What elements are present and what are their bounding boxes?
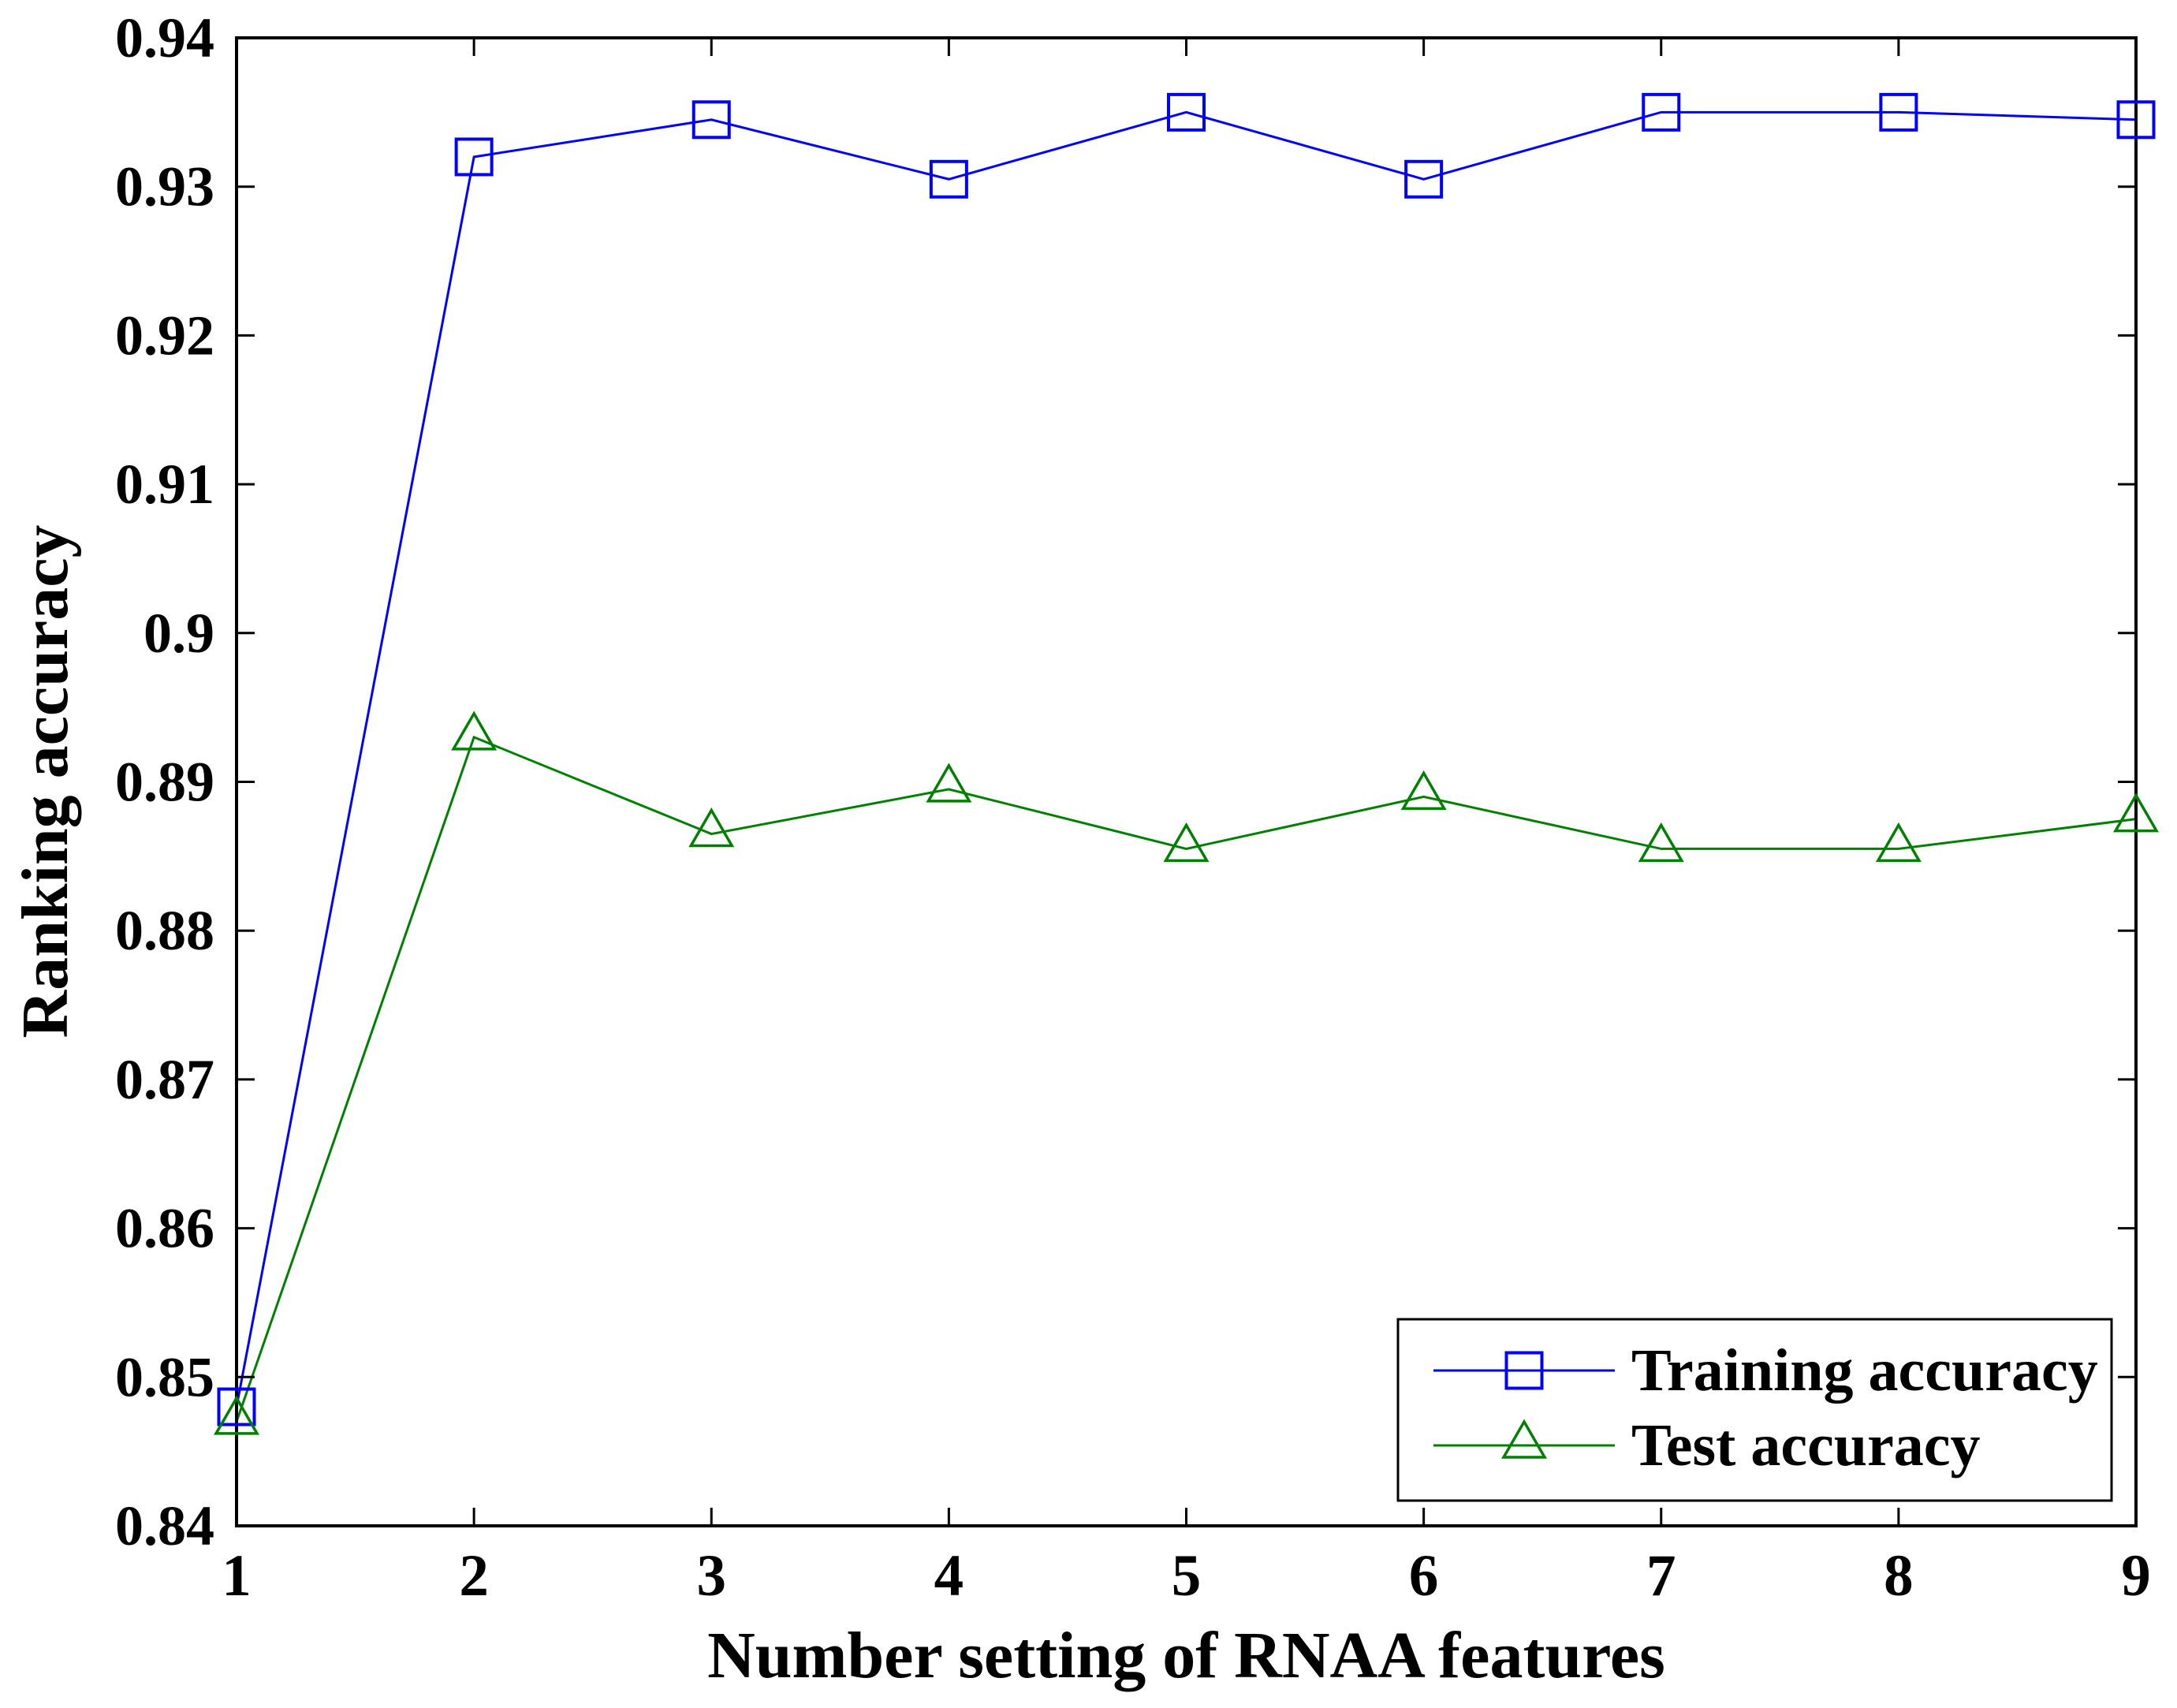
x-tick-label: 2: [459, 1543, 489, 1609]
x-tick-label: 5: [1172, 1543, 1202, 1609]
legend-marker-triangle: [1500, 1419, 1548, 1459]
data-marker-triangle-x1: [213, 1395, 260, 1435]
legend-label-test-accuracy: Test accuracy: [1631, 1412, 1981, 1479]
axis-box: [235, 36, 2138, 1527]
y-tick-label: 0.84: [115, 1494, 214, 1557]
series-line-test: [235, 735, 2137, 1423]
legend-label-training-accuracy: Training accuracy: [1631, 1337, 2098, 1404]
y-tick-label: 0.94: [115, 6, 214, 69]
data-marker-square-x7: [1642, 92, 1681, 132]
x-tick-label: 9: [2121, 1543, 2151, 1609]
y-tick-label: 0.9: [144, 602, 214, 665]
series-line-training: [235, 110, 2137, 1408]
y-tick-label: 0.93: [115, 155, 214, 218]
data-marker-square-x1: [217, 1387, 256, 1426]
data-marker-triangle-x5: [1163, 822, 1210, 863]
data-marker-square-x9: [2116, 100, 2156, 140]
data-marker-triangle-x4: [926, 763, 972, 803]
y-tick-label: 0.87: [115, 1048, 214, 1111]
x-tick-label: 1: [222, 1543, 252, 1609]
data-marker-triangle-x7: [1638, 822, 1684, 863]
data-marker-triangle-x3: [688, 807, 735, 848]
x-tick-label: 6: [1409, 1543, 1439, 1609]
y-tick-label: 0.88: [115, 899, 214, 962]
x-tick-label: 7: [1646, 1543, 1676, 1609]
data-marker-triangle-x8: [1875, 822, 1922, 863]
data-marker-square-x3: [691, 100, 731, 140]
legend-box: [1396, 1318, 2113, 1502]
data-marker-triangle-x9: [2112, 792, 2160, 833]
y-tick-label: 0.89: [115, 751, 214, 814]
y-axis-label: Ranking accuracy: [9, 524, 82, 1039]
x-tick-label: 3: [697, 1543, 727, 1609]
data-marker-square-x4: [929, 159, 968, 199]
y-tick-label: 0.85: [115, 1345, 214, 1408]
data-marker-triangle-x6: [1400, 770, 1447, 811]
data-marker-square-x5: [1167, 92, 1206, 132]
data-marker-square-x8: [1879, 92, 1918, 132]
y-tick-label: 0.91: [115, 453, 214, 516]
data-marker-triangle-x2: [451, 710, 498, 751]
y-tick-label: 0.92: [115, 304, 214, 367]
x-tick-label: 4: [934, 1543, 964, 1609]
legend-marker-square: [1504, 1351, 1544, 1390]
data-marker-square-x2: [454, 137, 494, 177]
x-axis-label: Number setting of RNAA features: [707, 1619, 1665, 1692]
y-tick-label: 0.86: [115, 1197, 214, 1260]
x-tick-label: 8: [1884, 1543, 1914, 1609]
data-marker-square-x6: [1404, 159, 1444, 199]
